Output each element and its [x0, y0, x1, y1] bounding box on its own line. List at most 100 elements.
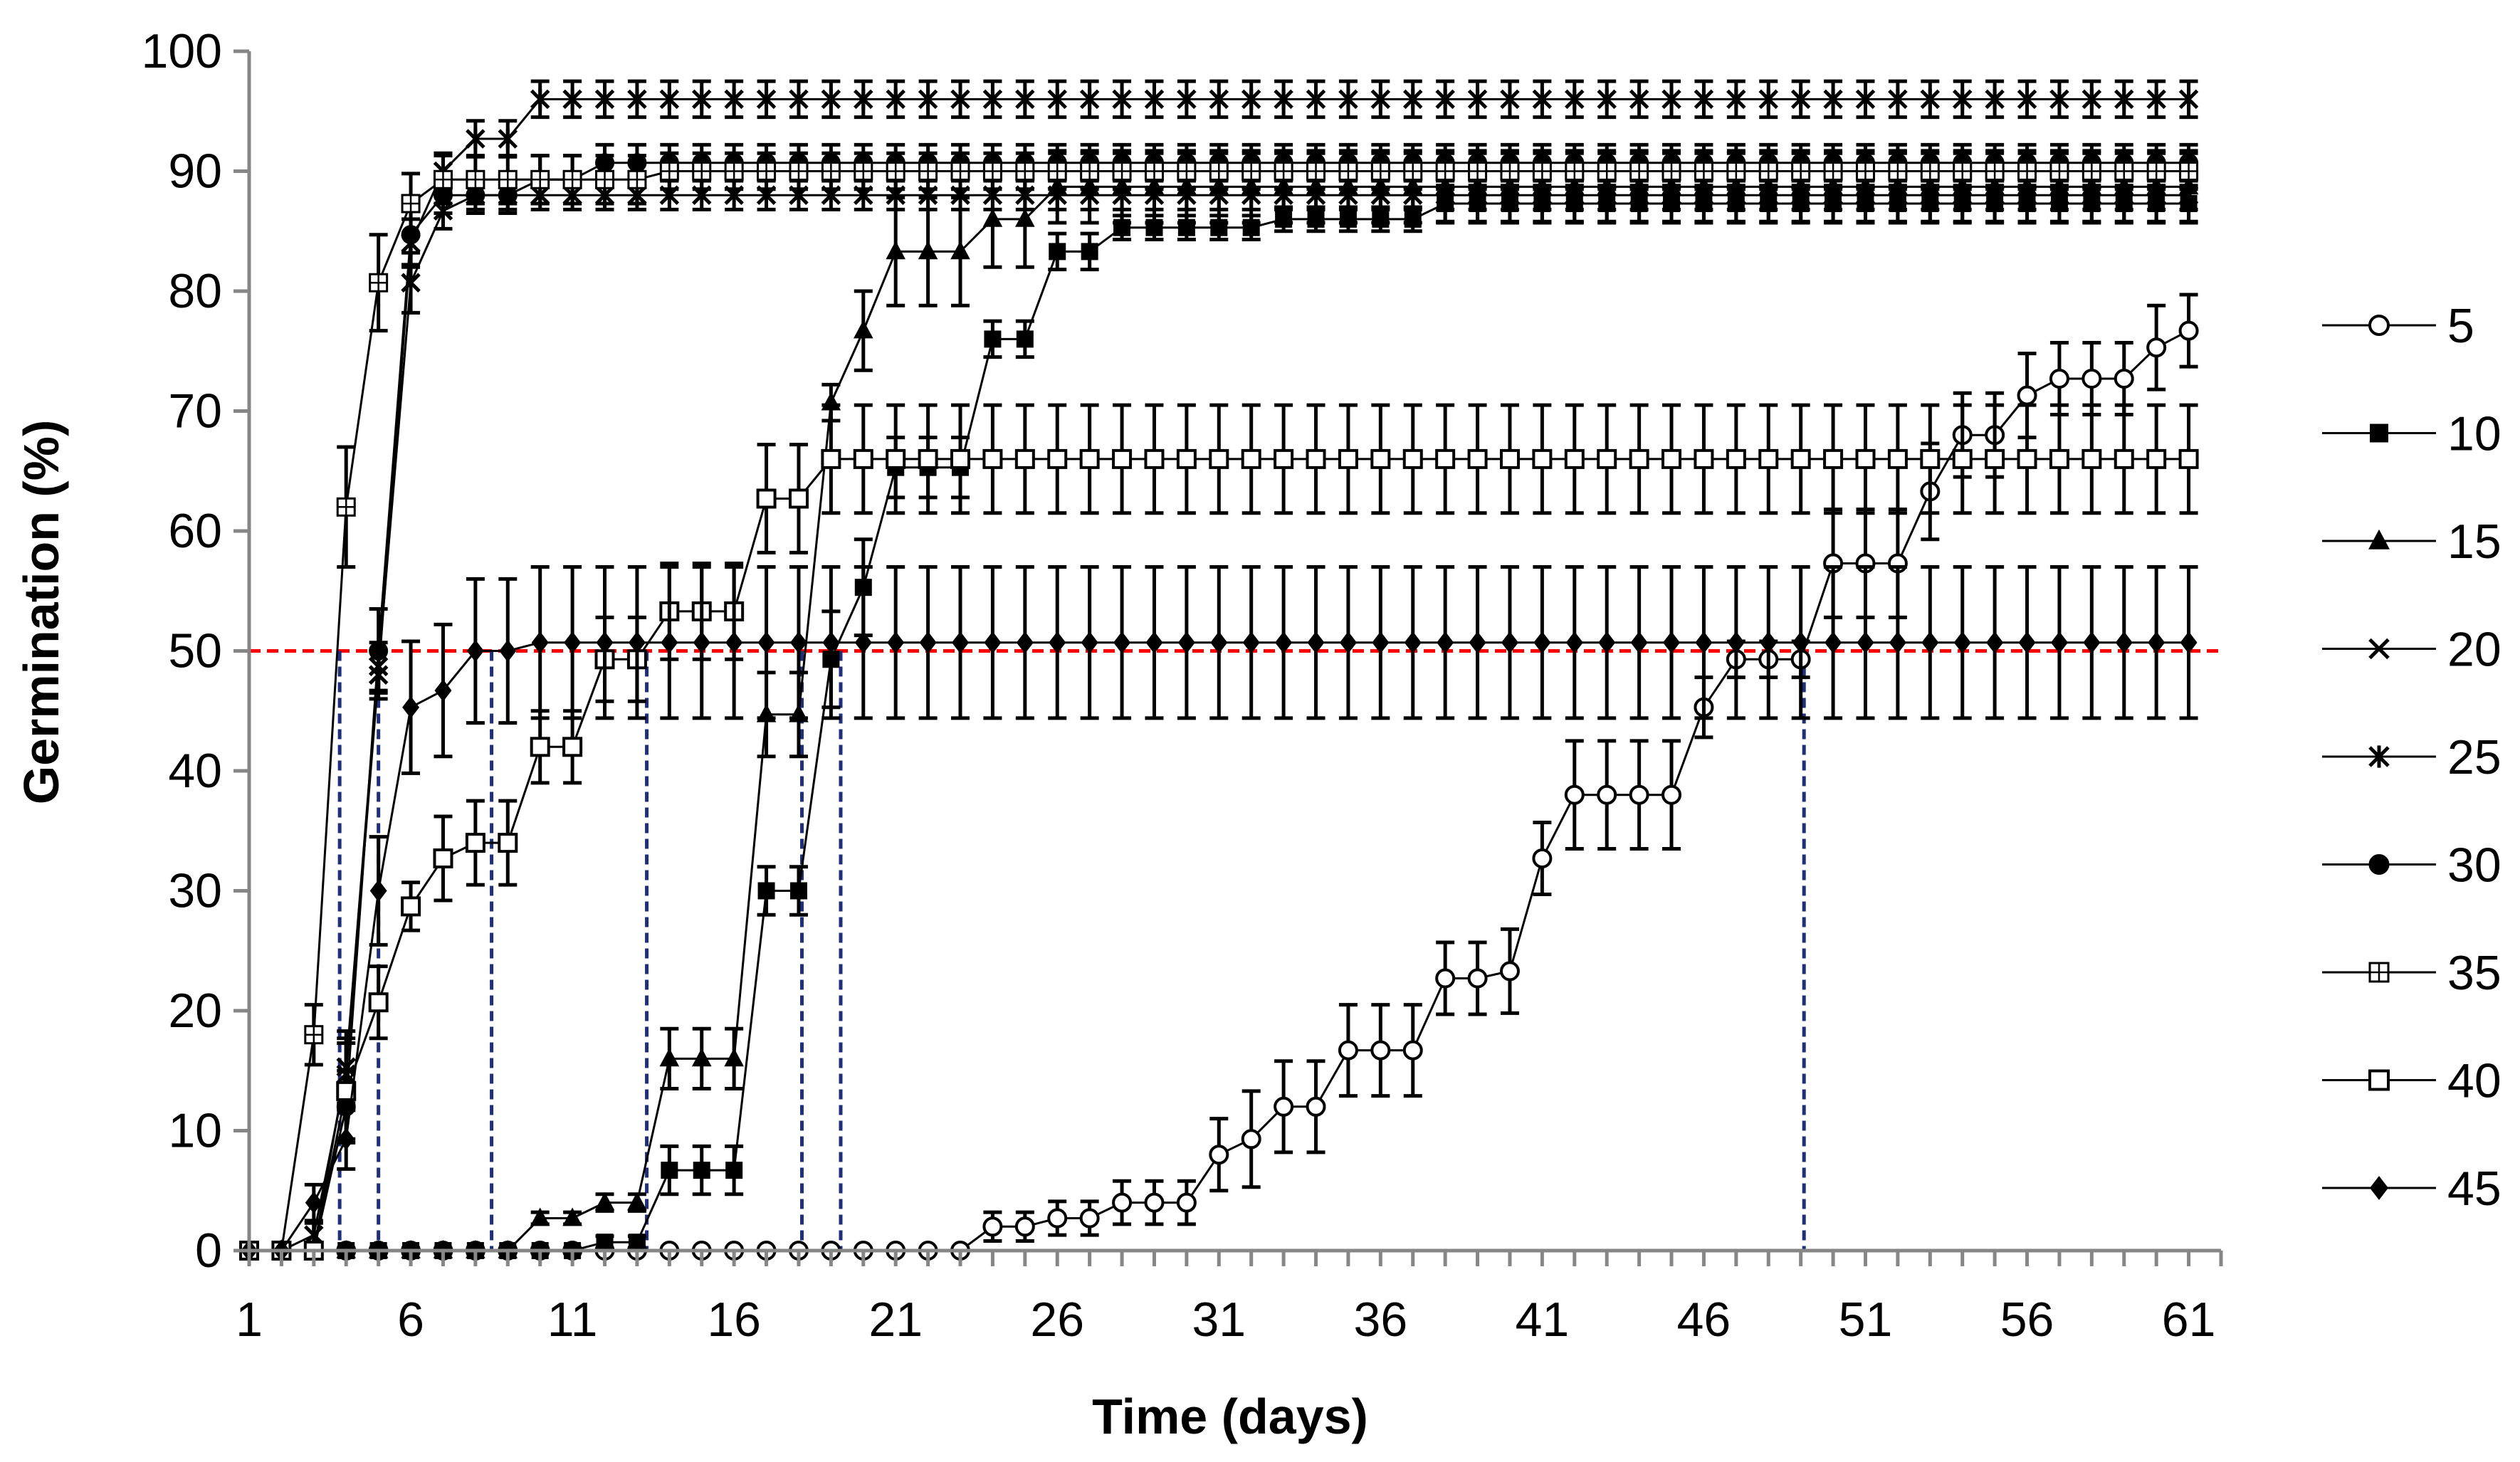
marker — [1629, 448, 1649, 469]
marker — [1338, 448, 1358, 469]
marker-shape — [724, 1048, 744, 1067]
marker-shape — [887, 162, 905, 180]
marker-shape — [1499, 961, 1520, 982]
marker — [1499, 448, 1520, 469]
marker — [1468, 162, 1488, 181]
marker-shape — [918, 241, 938, 260]
marker-shape — [1306, 448, 1326, 469]
marker — [1564, 448, 1585, 469]
marker — [1144, 89, 1165, 110]
marker — [530, 169, 550, 189]
legend-label: 15 — [2447, 515, 2501, 569]
marker — [1274, 162, 1293, 181]
marker — [1758, 89, 1779, 110]
marker-shape — [1533, 162, 1551, 180]
marker-shape — [757, 631, 775, 654]
marker-shape — [984, 162, 1002, 180]
marker-shape — [821, 89, 841, 110]
marker-shape — [1275, 631, 1293, 654]
marker-shape — [596, 1234, 614, 1251]
y-tick-label: 50 — [168, 624, 222, 678]
marker-shape — [369, 879, 387, 903]
marker — [1726, 448, 1746, 469]
marker-shape — [1597, 448, 1617, 469]
marker-shape — [2180, 631, 2198, 654]
marker — [1112, 1192, 1133, 1213]
marker-shape — [1857, 162, 1874, 180]
marker-shape — [1920, 89, 1941, 110]
marker — [1888, 162, 1908, 181]
marker — [1275, 631, 1293, 654]
marker-shape — [1695, 631, 1713, 654]
legend-item-25: 25 — [2322, 730, 2501, 784]
marker-shape — [1144, 1192, 1165, 1213]
marker — [2148, 631, 2165, 654]
marker — [1144, 162, 1164, 181]
marker-shape — [1823, 89, 1843, 110]
marker — [1081, 631, 1098, 654]
y-tick-label: 10 — [168, 1104, 222, 1158]
marker-shape — [2018, 162, 2036, 180]
marker — [2180, 631, 2198, 654]
marker — [952, 631, 970, 654]
marker-shape — [1661, 784, 1682, 805]
marker-shape — [887, 631, 905, 654]
marker — [2370, 424, 2388, 443]
legend-item-40: 40 — [2322, 1054, 2501, 1108]
marker — [756, 89, 777, 110]
marker-shape — [433, 848, 453, 869]
marker — [724, 89, 744, 110]
marker-shape — [2178, 320, 2199, 341]
x-tick-label: 41 — [1516, 1293, 1570, 1347]
marker-shape — [2114, 369, 2134, 389]
marker — [1209, 1145, 1229, 1165]
marker — [1920, 448, 1941, 469]
marker-shape — [757, 882, 775, 900]
marker-shape — [661, 1162, 678, 1179]
marker-shape — [1500, 89, 1520, 110]
x-tick-label: 16 — [707, 1293, 761, 1347]
marker — [1306, 89, 1326, 110]
marker — [1209, 162, 1229, 181]
marker — [1081, 243, 1098, 261]
reference-lines — [249, 649, 2221, 1251]
marker-shape — [1241, 89, 1261, 110]
marker — [1758, 448, 1779, 469]
marker-shape — [1372, 631, 1390, 654]
marker — [1242, 631, 1260, 654]
marker — [1532, 162, 1552, 181]
marker-shape — [659, 89, 680, 110]
marker — [822, 631, 840, 654]
marker-shape — [1565, 162, 1583, 180]
marker — [1435, 89, 1455, 110]
marker-shape — [1437, 162, 1454, 180]
marker — [1370, 162, 1390, 181]
marker — [1985, 448, 2005, 469]
marker-shape — [1790, 448, 1811, 469]
marker — [2017, 448, 2037, 469]
marker — [1985, 162, 2005, 181]
marker — [1790, 89, 1811, 110]
marker — [1857, 631, 1874, 654]
marker-shape — [789, 631, 807, 654]
marker-shape — [853, 448, 873, 469]
marker — [1080, 162, 1100, 181]
marker — [1209, 89, 1229, 110]
marker — [1435, 448, 1456, 469]
marker — [531, 631, 549, 654]
marker-shape — [1630, 631, 1648, 654]
marker-shape — [466, 128, 485, 149]
legend: 5 10 15 20 25 30 35 40 45 — [2322, 299, 2501, 1216]
marker-shape — [1758, 89, 1779, 110]
marker-shape — [918, 89, 938, 110]
x-tick-label: 6 — [397, 1293, 424, 1347]
marker-shape — [1242, 631, 1260, 654]
marker-shape — [1241, 1129, 1261, 1150]
marker — [725, 631, 743, 654]
marker — [2368, 529, 2390, 549]
marker-shape — [2083, 631, 2101, 654]
marker — [789, 631, 807, 654]
marker — [918, 448, 938, 469]
marker-shape — [1047, 1208, 1068, 1229]
marker — [1241, 89, 1261, 110]
